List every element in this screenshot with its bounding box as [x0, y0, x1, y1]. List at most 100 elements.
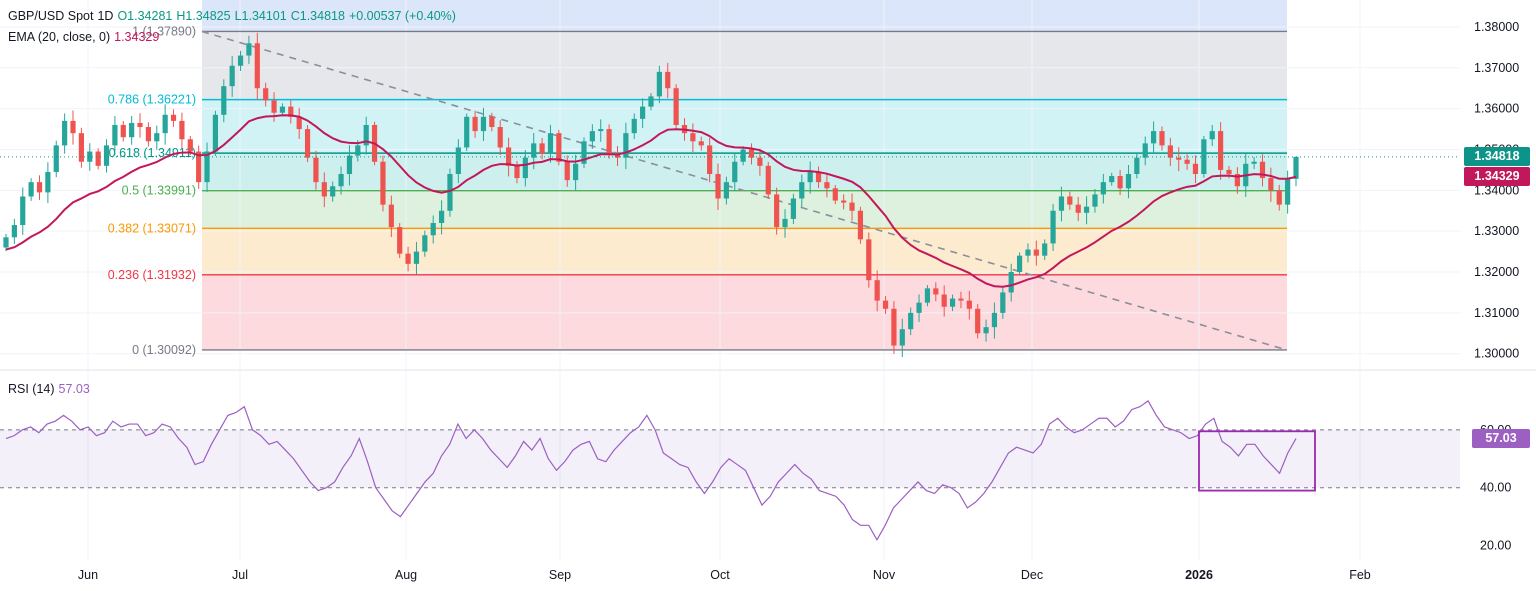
candle-body: [866, 239, 872, 281]
candle-body: [1109, 176, 1115, 183]
time-tick-label: Dec: [1021, 568, 1043, 582]
candle-body: [489, 116, 495, 128]
candle-body: [1201, 139, 1207, 174]
candle-body: [497, 127, 503, 148]
price-tick-label: 1.36000: [1474, 102, 1519, 116]
candle-body: [581, 141, 587, 164]
candle-body: [606, 129, 612, 154]
ema-legend: EMA (20, close, 0) 1.34329: [8, 30, 163, 44]
candle-body: [1100, 182, 1106, 195]
candle-body: [941, 294, 947, 307]
candle-body: [28, 182, 34, 197]
candle-body: [514, 165, 520, 179]
candle-body: [983, 327, 989, 334]
candle-body: [145, 127, 152, 142]
fib-label-0.5: 0.5 (1.33991): [122, 184, 196, 198]
price-tick-label: 1.34000: [1474, 183, 1519, 197]
candle-body: [698, 141, 704, 146]
ohlc-close: C1.34818: [290, 9, 345, 23]
symbol-legend: GBP/USD Spot 1D O1.34281 H1.34825 L1.34101 C1…: [8, 9, 460, 23]
candle-body: [321, 182, 327, 197]
candle-body: [170, 114, 177, 121]
fib-top-band: [202, 0, 1287, 32]
fib-label-1: 1 (1.37890): [132, 24, 196, 38]
candle-body: [1008, 272, 1014, 293]
candle-body: [673, 88, 679, 125]
candle-body: [1218, 131, 1224, 170]
candle-body: [78, 133, 84, 162]
candle-body: [1117, 176, 1123, 189]
ema-line: [5, 114, 1297, 288]
candle-body: [690, 133, 696, 142]
interval[interactable]: 1D: [97, 9, 114, 23]
candle-body: [715, 173, 721, 199]
candle-body: [1050, 210, 1056, 244]
ema-badge: 1.34329: [1464, 167, 1530, 187]
candle-body: [640, 106, 646, 119]
candle-body: [849, 202, 855, 211]
candle-body: [36, 182, 43, 193]
candle-body: [103, 145, 110, 166]
candle-body: [447, 173, 453, 211]
candle-body: [857, 210, 864, 240]
symbol-name[interactable]: GBP/USD Spot: [8, 9, 94, 23]
candle-body: [120, 124, 126, 138]
candle-body: [1293, 156, 1299, 179]
candle-body: [187, 139, 193, 152]
candle-body: [891, 308, 897, 346]
candle-body: [1226, 169, 1232, 174]
ema20-line: [5, 114, 1297, 288]
price-tick-label: 1.37000: [1474, 61, 1519, 75]
candle-body: [648, 96, 654, 107]
candle-body: [1083, 206, 1090, 213]
rsi-line: [5, 400, 1297, 541]
candle-body: [154, 133, 160, 142]
candle-body: [774, 194, 780, 228]
candle-body: [296, 116, 302, 130]
fib-band-0.382: [202, 228, 1287, 275]
time-tick-label: Nov: [873, 568, 896, 582]
candle-body: [1075, 204, 1081, 213]
candle-body: [196, 151, 202, 183]
ema-label[interactable]: EMA (20, close, 0): [8, 30, 111, 44]
candle-body: [1134, 157, 1140, 174]
candle-body: [363, 124, 369, 146]
fib-label-0: 0 (1.30092): [132, 343, 196, 357]
fib-band-1: [202, 31, 1287, 100]
candle-body: [95, 151, 101, 166]
fibonacci-labels: 1 (1.37890) 0.786 (1.36221) 0.618 (1.34911…: [108, 24, 196, 356]
candle-body: [137, 122, 143, 128]
candle-body: [531, 143, 537, 158]
price-tick-label: 1.38000: [1474, 20, 1519, 34]
price-tick-label: 1.30000: [1474, 347, 1519, 361]
candle-body: [263, 88, 269, 101]
candle-body: [1268, 178, 1274, 191]
candle-body: [1125, 173, 1132, 189]
candle-body: [556, 133, 562, 162]
candles: [3, 32, 1299, 357]
descending-trendline: [201, 30, 1288, 351]
candle-body: [975, 308, 981, 334]
candle-body: [790, 198, 797, 219]
candle-body: [45, 171, 51, 193]
candle-body: [1167, 145, 1173, 158]
fib-label-0.382: 0.382 (1.33071): [108, 221, 196, 235]
candle-body: [631, 118, 637, 134]
candle-body: [380, 161, 386, 205]
candle-body: [882, 300, 889, 309]
rsi-label[interactable]: RSI (14): [8, 382, 55, 396]
candle-body: [179, 120, 185, 140]
candle-body: [916, 302, 922, 313]
candle-body: [1025, 249, 1031, 256]
fib-label-0.786: 0.786 (1.36221): [108, 93, 196, 107]
candle-body: [1176, 157, 1182, 160]
last-price-badge: 1.34818: [1464, 147, 1530, 167]
price-axis: 1.300001.310001.320001.330001.340001.350…: [0, 20, 1536, 371]
candle-body: [1251, 161, 1257, 164]
candle-body: [271, 100, 277, 113]
candle-body: [1042, 243, 1048, 256]
candle-body: [732, 161, 738, 183]
candle-body: [1209, 131, 1215, 140]
candle-body: [1192, 163, 1199, 174]
candle-body: [656, 71, 662, 97]
